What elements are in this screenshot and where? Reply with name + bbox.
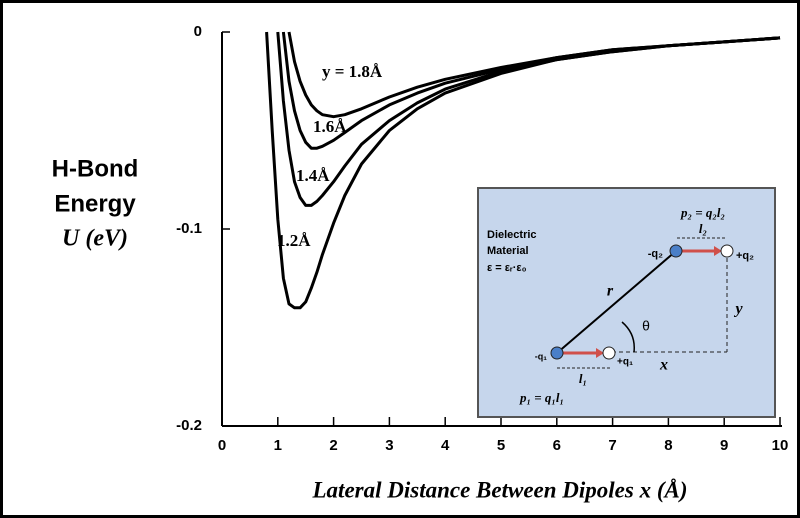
y-axis-label: H-Bond Energy U (eV) xyxy=(52,155,139,251)
charge xyxy=(720,244,734,258)
inset-text: p₁ = q₁l₁ xyxy=(519,390,564,405)
arrow-head xyxy=(596,348,604,358)
x-tick-label: 4 xyxy=(441,437,450,454)
arrow-head xyxy=(714,246,722,256)
charge xyxy=(602,346,616,360)
x-axis-label: Lateral Distance Between Dipoles x (Å) xyxy=(312,477,688,502)
inset-text: ε = εᵣ·ε₀ xyxy=(487,262,527,274)
inset-panel xyxy=(477,187,776,418)
inset-text: x xyxy=(659,357,668,374)
inset-text: l₂ xyxy=(699,221,707,236)
inset-text: l₁ xyxy=(579,371,587,386)
inset-text: p₂ = q₂l₂ xyxy=(680,205,725,220)
x-tick-label: 7 xyxy=(608,437,616,454)
series-label: y = 1.8Å xyxy=(322,62,383,81)
x-tick-label: 5 xyxy=(497,437,505,454)
inset-text: -q₂ xyxy=(648,248,663,260)
y-tick-label: -0.1 xyxy=(176,220,202,237)
x-tick-label: 3 xyxy=(385,437,393,454)
charge xyxy=(550,346,564,360)
inset-text: y xyxy=(733,301,743,318)
inset: Dielectric Material ε = εᵣ·ε₀ p₂ = q₂l₂ … xyxy=(477,187,776,418)
series-line xyxy=(265,31,781,310)
inset-text: Material xyxy=(487,245,529,257)
y-label-line: U (eV) xyxy=(62,226,128,252)
x-tick-label: 0 xyxy=(218,437,226,454)
charge xyxy=(669,244,683,258)
x-tick-label: 1 xyxy=(274,437,282,454)
x-tick-label: 10 xyxy=(772,437,789,454)
y-tick-label: -0.2 xyxy=(176,417,202,434)
inset-text: Dielectric xyxy=(487,229,537,241)
x-tick-label: 9 xyxy=(720,437,728,454)
x-tick-label: 6 xyxy=(553,437,561,454)
inset-text: θ xyxy=(642,318,650,334)
inset-text: +q₂ xyxy=(736,250,754,262)
inset-text: -q₁ xyxy=(535,351,547,361)
inset-text: +q₁ xyxy=(617,357,633,368)
x-tick-label: 8 xyxy=(664,437,672,454)
series-label: 1.6Å xyxy=(313,117,347,136)
y-label-line: Energy xyxy=(54,190,136,217)
x-tick-label: 2 xyxy=(329,437,337,454)
y-tick-label: 0 xyxy=(194,23,202,40)
series-label: 1.4Å xyxy=(296,166,330,185)
plot-area: 0 -0.1 -0.2 0 1 2 3 4 5 6 7 8 9 10 y = 1.8Å 1.6Å 1.4Å 1.2… xyxy=(176,23,788,454)
r-line xyxy=(556,250,677,354)
series-label: 1.2Å xyxy=(277,231,311,250)
inset-text: r xyxy=(607,283,614,300)
y-label-line: H-Bond xyxy=(52,155,139,182)
series-line xyxy=(281,31,781,150)
angle-arc xyxy=(621,321,635,353)
